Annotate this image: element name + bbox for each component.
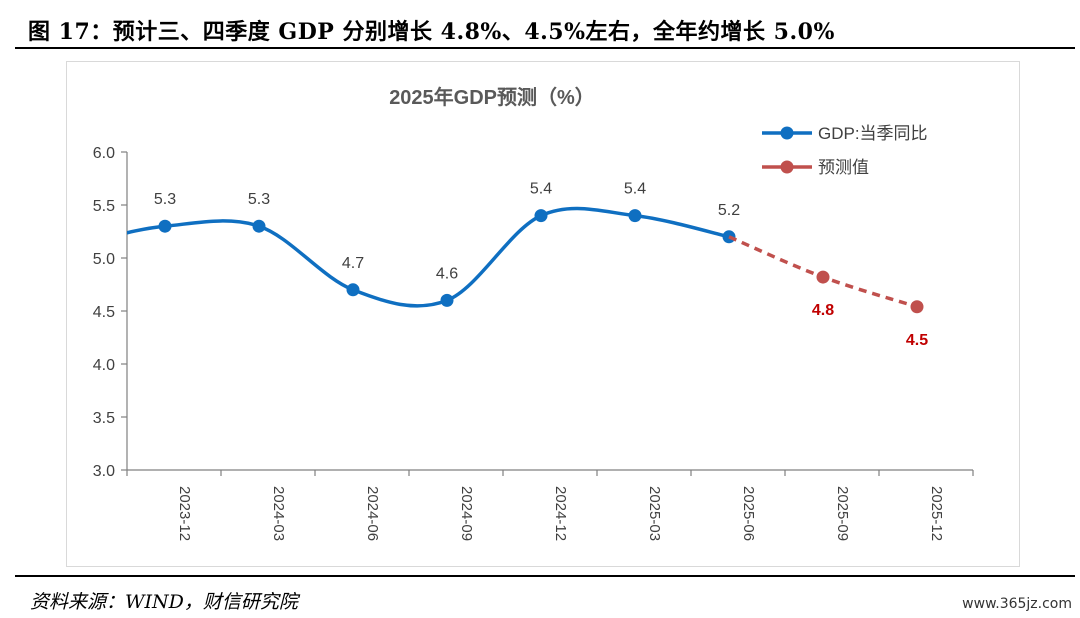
y-tick-label: 3.5 — [93, 410, 115, 427]
y-tick-label: 6.0 — [93, 145, 115, 162]
y-tick-label: 5.5 — [93, 198, 115, 215]
x-tick-label: 2023-12 — [176, 486, 193, 541]
chart-frame — [66, 61, 1020, 567]
top-rule — [15, 47, 1075, 49]
data-label: 4.7 — [342, 255, 364, 272]
data-label: 5.3 — [154, 191, 176, 208]
data-label: 5.4 — [530, 181, 552, 198]
legend-label: GDP:当季同比 — [818, 124, 928, 143]
y-tick-label: 4.0 — [93, 357, 115, 374]
data-point — [158, 219, 172, 233]
legend-item: GDP:当季同比 — [762, 124, 928, 143]
data-label: 4.8 — [812, 302, 834, 319]
legend-label: 预测值 — [818, 158, 869, 177]
watermark: www.365jz.com — [962, 596, 1072, 612]
data-point — [346, 283, 360, 297]
x-tick-label: 2025-03 — [646, 486, 663, 541]
bottom-rule — [15, 575, 1075, 577]
x-tick-label: 2025-06 — [740, 486, 757, 541]
data-label: 5.2 — [718, 202, 740, 219]
y-tick-label: 4.5 — [93, 304, 115, 321]
legend-swatch-marker — [780, 126, 794, 140]
data-point — [628, 209, 642, 223]
x-tick-label: 2025-09 — [834, 486, 851, 541]
chart-title: 2025年GDP预测（%） — [389, 85, 595, 109]
series-line — [127, 206, 730, 308]
data-point — [534, 209, 548, 223]
data-label: 5.3 — [248, 191, 270, 208]
data-label: 4.6 — [436, 265, 458, 282]
data-point — [440, 293, 454, 307]
x-tick-label: 2024-03 — [270, 486, 287, 541]
figure-title: 图 17：预计三、四季度 GDP 分别增长 4.8%、4.5%左右，全年约增长 … — [28, 19, 835, 45]
data-label: 4.5 — [906, 332, 928, 349]
data-point — [816, 270, 830, 284]
x-tick-label: 2024-09 — [458, 486, 475, 541]
x-tick-label: 2024-12 — [552, 486, 569, 541]
y-tick-label: 3.0 — [93, 463, 115, 480]
series-actual: 5.3 5.3 4.7 4.6 5.4 5.4 5.2 — [127, 181, 740, 308]
y-tick-label: 5.0 — [93, 251, 115, 268]
x-tick-label: 2025-12 — [928, 486, 945, 541]
data-label: 5.4 — [624, 181, 646, 198]
data-point — [910, 300, 924, 314]
legend-item: 预测值 — [762, 158, 869, 177]
data-point — [252, 219, 266, 233]
source-note: 资料来源：WIND，财信研究院 — [30, 591, 298, 613]
x-tick-label: 2024-06 — [364, 486, 381, 541]
series-forecast: 4.8 4.5 — [728, 235, 928, 349]
legend-swatch-marker — [780, 160, 794, 174]
